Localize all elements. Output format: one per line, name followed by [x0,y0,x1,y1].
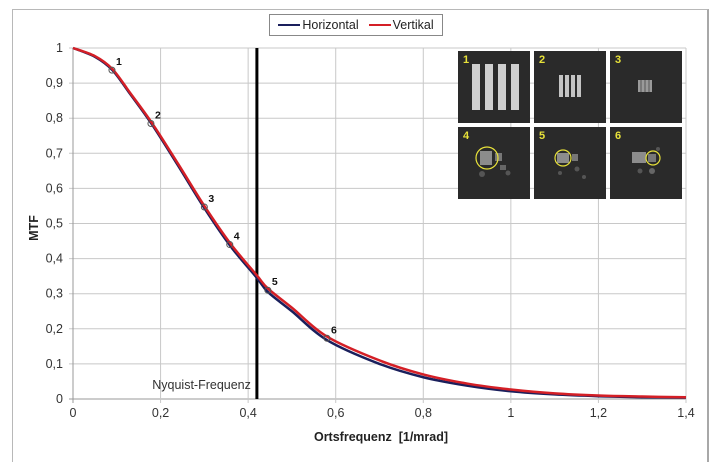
y-tick-label: 1 [56,41,63,55]
legend-item-horizontal: Horizontal [278,18,359,32]
test-pattern-thumbnails: 1 2 3 4 5 [458,51,686,201]
y-tick-label: 0,4 [46,252,63,266]
point-label: 2 [155,109,161,121]
x-tick-label: 1 [507,406,514,420]
y-tick-label: 0,1 [46,357,63,371]
x-axis-title: Ortsfrequenz [1/mrad] [314,430,448,444]
series-lines [72,46,687,399]
thumbnail-label: 5 [539,130,546,142]
legend: Horizontal Vertikal [269,14,443,36]
point-marker [200,203,208,211]
x-tick-label: 1,4 [677,406,694,420]
bar-pattern-large-icon [472,64,519,110]
y-tick-label: 0,8 [46,111,63,125]
point-marker [147,119,155,127]
thumbnail-3: 3 [610,51,682,123]
y-axis-title: MTF [27,215,41,241]
y-tick-label: 0,5 [46,217,63,231]
thumbnail-1: 1 [458,51,530,123]
point-label: 1 [116,56,122,68]
legend-swatch-horizontal [278,24,301,26]
x-tick-label: 0 [70,406,77,420]
x-tick-label: 0,8 [415,406,432,420]
point-marker [108,66,116,74]
y-tick-label: 0,6 [46,181,63,195]
point-label: 6 [331,324,337,336]
point-marker [226,241,234,249]
point-marker [264,286,272,294]
thumbnail-4: 4 [458,127,530,199]
legend-label-horizontal: Horizontal [302,18,359,32]
legend-swatch-vertikal [368,24,391,26]
thumbnail-label: 2 [539,54,546,66]
y-tick-label: 0,9 [46,76,63,90]
legend-label-vertikal: Vertikal [392,18,434,32]
y-tick-label: 0,2 [46,322,63,336]
point-label: 5 [272,276,278,288]
bar-pattern-circled-icon [475,146,511,177]
y-tick-label: 0 [56,392,63,406]
thumbnail-2: 2 [534,51,606,123]
legend-item-vertikal: Vertikal [368,18,434,32]
point-label: 3 [208,193,214,205]
y-axis-ticks: 0 0,1 0,2 0,3 0,4 0,5 0,6 0,7 0,8 0,9 1 [46,41,63,406]
thumbnail-5: 5 [534,127,606,199]
bar-pattern-medium-icon [559,75,581,97]
thumbnail-label: 1 [463,54,470,66]
bar-pattern-small-icon [638,80,652,92]
y-tick-label: 0,3 [46,287,63,301]
x-tick-label: 0,6 [327,406,344,420]
marked-points: 1 2 3 4 5 6 [108,56,337,342]
x-tick-label: 1,2 [590,406,607,420]
thumbnail-label: 3 [615,54,622,66]
point-label: 4 [234,231,240,243]
nyquist-label: Nyquist-Frequenz [152,378,251,392]
bar-pattern-circled-icon [632,147,661,174]
bar-pattern-circled-icon [554,149,586,179]
x-axis-ticks: 0 0,2 0,4 0,6 0,8 1 1,2 1,4 [70,406,695,420]
grid-lines [69,47,687,403]
point-marker [323,334,331,342]
chart-frame [12,9,709,462]
y-tick-label: 0,7 [46,146,63,160]
thumbnail-label: 6 [615,130,622,142]
x-tick-label: 0,2 [152,406,169,420]
series-line-vertikal [72,46,687,399]
thumbnail-6: 6 [610,127,682,199]
x-tick-label: 0,4 [239,406,256,420]
thumbnail-label: 4 [463,130,470,142]
